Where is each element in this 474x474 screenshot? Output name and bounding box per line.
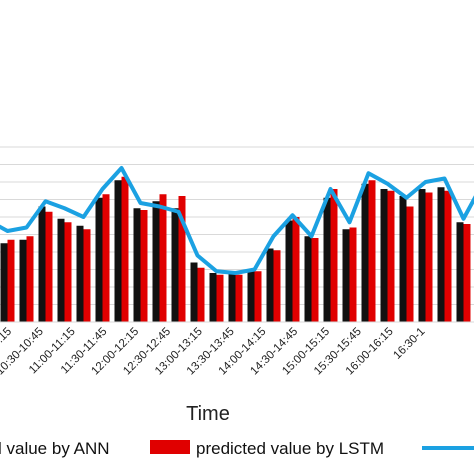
bar-ann	[102, 194, 110, 322]
bar-ann	[406, 206, 414, 322]
bar-ann	[273, 250, 281, 322]
bar-ann	[425, 192, 433, 322]
bar-actual	[247, 271, 255, 322]
bar-ann	[178, 196, 186, 322]
bar-actual	[114, 180, 122, 322]
bar-ann	[292, 217, 300, 322]
bar-actual	[342, 229, 350, 322]
bar-ann	[311, 238, 319, 322]
x-axis-title: Time	[186, 403, 230, 425]
bar-ann	[197, 267, 205, 322]
bar-actual	[95, 197, 103, 322]
legend-label-lstm: predicted value by LSTM	[196, 439, 384, 458]
bar-ann	[463, 224, 471, 322]
bar-ann	[45, 211, 53, 322]
bar-ann	[330, 189, 338, 322]
bar-actual	[19, 239, 27, 322]
bar-actual	[323, 197, 331, 322]
bar-actual	[76, 225, 84, 322]
bar-actual	[228, 273, 236, 322]
bar-actual	[38, 206, 46, 322]
bar-ann	[83, 229, 91, 322]
bar-ann	[26, 236, 34, 322]
bar-ann	[349, 227, 357, 322]
x-tick-labels: 10:1510:30-10:4511:00-11:1511:30-11:4512…	[0, 326, 428, 378]
bar-actual	[133, 208, 141, 322]
bar-ann	[368, 180, 376, 322]
bar-ann	[159, 194, 167, 322]
legend: l value by ANN predicted value by LSTM	[0, 439, 474, 458]
bar-actual	[266, 248, 274, 322]
legend-label-ann: l value by ANN	[0, 439, 110, 458]
line-series	[0, 166, 474, 275]
bar-actual	[171, 208, 179, 322]
bar-ann	[444, 190, 452, 322]
bar-actual	[152, 201, 160, 322]
lstm-line	[0, 166, 474, 275]
bar-series	[0, 176, 471, 322]
bar-actual	[380, 189, 388, 322]
bar-actual	[437, 187, 445, 322]
bar-ann	[387, 190, 395, 322]
bar-ann	[7, 239, 15, 322]
bar-ann	[216, 274, 224, 322]
bar-actual	[0, 243, 8, 322]
bar-actual	[418, 189, 426, 322]
bar-actual	[399, 196, 407, 322]
bar-ann	[140, 210, 148, 322]
bar-actual	[304, 236, 312, 322]
bar-actual	[285, 220, 293, 322]
bar-actual	[209, 273, 217, 322]
legend-swatch-ann	[150, 440, 190, 454]
bar-ann	[235, 274, 243, 322]
bar-ann	[121, 176, 129, 322]
bar-actual	[190, 262, 198, 322]
bar-actual	[361, 183, 369, 322]
bar-ann	[254, 271, 262, 322]
bar-actual	[456, 222, 464, 322]
bar-ann	[64, 222, 72, 322]
x-tick-label: 16:30-1	[391, 326, 427, 362]
bar-actual	[57, 218, 65, 322]
